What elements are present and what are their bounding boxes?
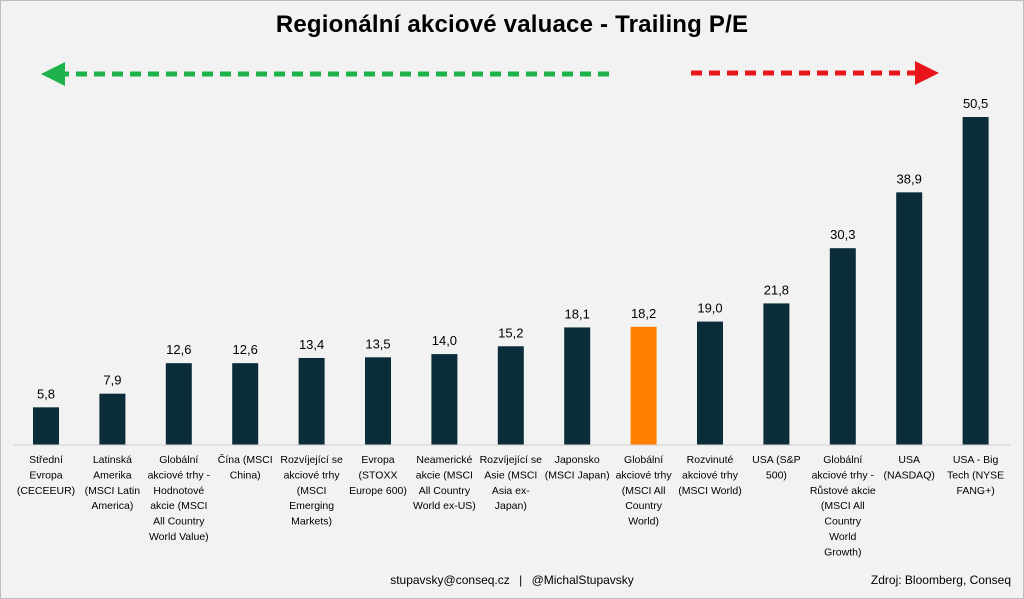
category-label: Evropa (STOXX Europe 600) xyxy=(349,454,407,497)
bar-9 xyxy=(564,327,591,445)
category-label: Neamerické akcie (MSCI All Country World ex… xyxy=(413,454,476,512)
right-arrow xyxy=(691,61,939,85)
bar-10 xyxy=(630,326,657,445)
category-label: Rozvinuté akciové trhy (MSCI World) xyxy=(678,454,741,497)
value-label: 18,1 xyxy=(565,306,590,321)
category-label: Japonsko (MSCI Japan) xyxy=(545,454,610,481)
value-label: 12,6 xyxy=(166,342,191,357)
value-label: 13,5 xyxy=(365,336,390,351)
value-label: 19,0 xyxy=(697,301,722,316)
value-label: 18,2 xyxy=(631,306,656,321)
value-label: 30,3 xyxy=(830,227,855,242)
bar-6 xyxy=(365,357,391,445)
bar-12 xyxy=(763,303,790,445)
bar-4 xyxy=(232,363,259,445)
bar-3 xyxy=(165,363,192,445)
footer-separator: | xyxy=(519,573,523,587)
bar-5 xyxy=(298,357,325,445)
category-label: Globální akciové trhy (MSCI All Country Worl… xyxy=(616,454,673,528)
value-label: 15,2 xyxy=(498,325,523,340)
category-label: USA (NASDAQ) xyxy=(884,454,935,481)
bar-2 xyxy=(99,393,126,445)
bar-11 xyxy=(697,321,723,445)
footer-source: Zdroj: Bloomberg, Conseq xyxy=(870,573,1011,587)
value-label: 5,8 xyxy=(37,386,55,401)
bar-13 xyxy=(829,248,856,445)
footer-handle: @MichalStupavsky xyxy=(531,573,634,587)
bar-1 xyxy=(33,407,59,445)
category-label: Čína (MSCI China) xyxy=(218,453,273,481)
category-label: USA (S&P 500) xyxy=(752,454,800,481)
category-label: Globální akciové trhy -Hodnotové akcie (MS… xyxy=(148,454,211,543)
bar-7 xyxy=(431,354,458,445)
bar-14 xyxy=(896,192,923,445)
category-label: Střední Evropa (CECEEUR) xyxy=(17,454,75,497)
category-label: USA - Big Tech (NYSE FANG+) xyxy=(947,454,1004,497)
bar-8 xyxy=(497,346,524,445)
category-label: Rozvíjející se akciové trhy (MSCI Emerging M… xyxy=(280,454,343,528)
value-label: 7,9 xyxy=(103,373,121,388)
left-arrow xyxy=(41,62,609,86)
category-label: Globální akciové trhy -Růstové akcie (MSCI… xyxy=(810,454,876,558)
bar-15 xyxy=(962,117,989,445)
category-label: Latinská Amerika (MSCI Latin America) xyxy=(85,454,141,512)
footer-email: stupavsky@conseq.cz xyxy=(390,573,510,587)
category-label: Rozvíjející se Asie (MSCI Asia ex-Japan) xyxy=(480,454,543,512)
value-label: 12,6 xyxy=(233,342,258,357)
value-label: 14,0 xyxy=(432,333,457,348)
value-label: 21,8 xyxy=(764,282,789,297)
chart-title: Regionální akciové valuace - Trailing P/… xyxy=(275,11,749,38)
value-label: 50,5 xyxy=(963,96,988,111)
value-label: 13,4 xyxy=(299,337,324,352)
footer-contact: stupavsky@conseq.cz | @MichalStupavsky xyxy=(1,573,1023,587)
value-label: 38,9 xyxy=(897,171,922,186)
